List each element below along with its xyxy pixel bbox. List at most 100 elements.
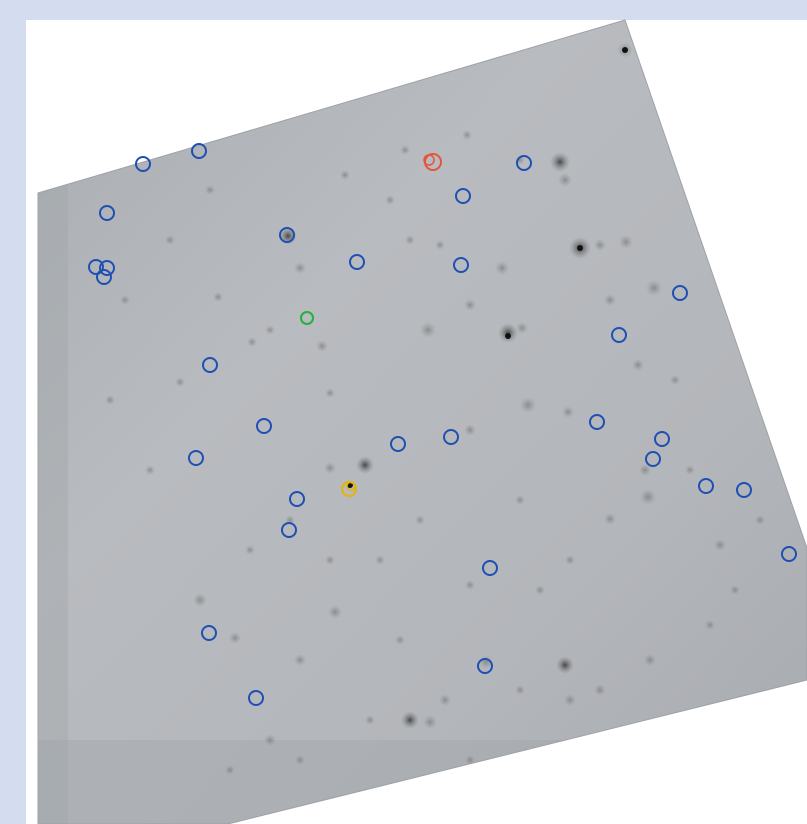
faint-source xyxy=(193,593,207,607)
catalog-marker-circle xyxy=(645,451,661,467)
catalog-marker-circle xyxy=(781,546,797,562)
catalog-marker-circle xyxy=(453,257,469,273)
catalog-marker-circle xyxy=(279,227,295,243)
catalog-marker-circle xyxy=(96,269,112,285)
faint-source xyxy=(465,755,475,765)
catalog-marker-circle xyxy=(672,285,688,301)
catalog-marker-circle xyxy=(281,522,297,538)
faint-source xyxy=(462,130,472,140)
faint-source xyxy=(646,280,662,296)
faint-source xyxy=(205,185,215,195)
detector-field xyxy=(37,19,807,824)
faint-source xyxy=(435,240,445,250)
faint-source xyxy=(516,322,528,334)
faint-source xyxy=(755,515,765,525)
faint-source xyxy=(495,261,509,275)
faint-source xyxy=(295,755,305,765)
faint-source xyxy=(594,684,606,696)
catalog-marker-circle xyxy=(99,205,115,221)
bright-source-core xyxy=(577,245,583,251)
faint-source xyxy=(175,377,185,387)
faint-source xyxy=(670,375,680,385)
catalog-marker-circle xyxy=(135,156,151,172)
catalog-marker-circle xyxy=(256,418,272,434)
catalog-marker-circle xyxy=(390,436,406,452)
faint-source xyxy=(464,424,476,436)
faint-source xyxy=(594,239,606,251)
faint-source xyxy=(400,145,410,155)
faint-source xyxy=(294,654,306,666)
catalog-marker-circle xyxy=(516,155,532,171)
faint-source xyxy=(464,299,476,311)
faint-source xyxy=(564,694,576,706)
faint-source xyxy=(120,295,130,305)
faint-source xyxy=(145,465,155,475)
catalog-marker-circle xyxy=(191,143,207,159)
faint-source xyxy=(405,235,415,245)
catalog-marker-circle xyxy=(611,327,627,343)
catalog-marker-circle xyxy=(201,625,217,641)
catalog-marker-circle xyxy=(188,450,204,466)
faint-source xyxy=(385,195,395,205)
faint-source xyxy=(225,765,235,775)
faint-source xyxy=(325,555,335,565)
faint-source xyxy=(465,580,475,590)
faint-source xyxy=(755,695,765,705)
catalog-marker-circle xyxy=(289,491,305,507)
catalog-marker-circle xyxy=(455,188,471,204)
faint-source xyxy=(565,555,575,565)
faint-source xyxy=(229,632,241,644)
faint-source xyxy=(375,555,385,565)
faint-source xyxy=(325,388,335,398)
bright-source-core xyxy=(505,333,511,339)
catalog-marker-circle xyxy=(202,357,218,373)
catalog-marker-circle xyxy=(99,260,115,276)
faint-source xyxy=(245,545,255,555)
faint-source xyxy=(644,654,656,666)
faint-source xyxy=(730,585,740,595)
yellow-marker-inner-circle xyxy=(346,481,356,491)
faint-source xyxy=(640,489,656,505)
faint-source xyxy=(324,462,336,474)
faint-source xyxy=(247,337,257,347)
faint-source xyxy=(265,325,275,335)
catalog-marker-circle xyxy=(88,259,104,275)
catalog-marker-circle xyxy=(654,431,670,447)
faint-source xyxy=(685,465,695,475)
faint-source xyxy=(264,734,276,746)
faint-source xyxy=(558,173,572,187)
catalog-marker-circle xyxy=(736,482,752,498)
faint-source xyxy=(705,620,715,630)
faint-source xyxy=(550,152,570,172)
faint-source xyxy=(515,685,525,695)
faint-source xyxy=(401,711,419,729)
faint-source xyxy=(639,464,651,476)
faint-source xyxy=(535,585,545,595)
green-marker-circle xyxy=(300,311,314,325)
faint-source xyxy=(714,539,726,551)
faint-source xyxy=(395,635,405,645)
faint-source xyxy=(328,605,342,619)
faint-source xyxy=(105,395,115,405)
faint-source xyxy=(420,322,436,338)
faint-source xyxy=(165,235,175,245)
catalog-marker-circle xyxy=(477,658,493,674)
faint-source xyxy=(316,340,328,352)
marker-layer xyxy=(88,143,797,706)
faint-source xyxy=(415,515,425,525)
catalog-marker-circle xyxy=(698,478,714,494)
faint-source xyxy=(632,359,644,371)
catalog-marker-circle xyxy=(443,429,459,445)
bright-source-core xyxy=(622,47,628,53)
faint-source xyxy=(439,694,451,706)
faint-source xyxy=(340,170,350,180)
faint-source xyxy=(294,262,306,274)
faint-source xyxy=(423,715,437,729)
faint-source xyxy=(619,235,633,249)
catalog-marker-circle xyxy=(589,414,605,430)
faint-source xyxy=(604,513,616,525)
faint-source xyxy=(365,715,375,725)
red-marker-inner-circle xyxy=(423,154,435,166)
